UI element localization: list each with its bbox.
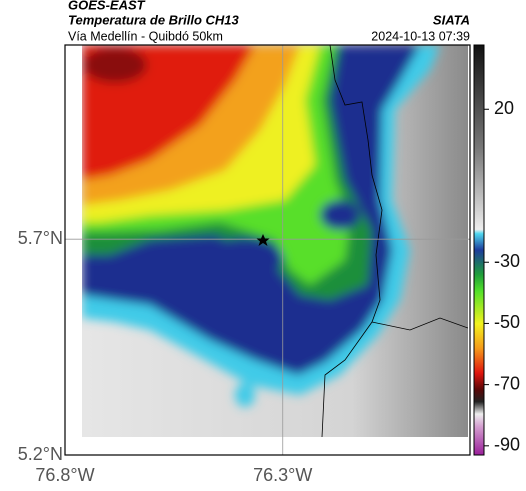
timestamp: 2024-10-13 07:39 — [371, 29, 470, 43]
x-tick-label: 76.8°W — [35, 465, 94, 485]
y-tick-label: 5.2°N — [18, 444, 63, 464]
colorbar — [473, 44, 485, 456]
map-frame — [64, 44, 471, 456]
colorbar-tick-label: 20 — [494, 98, 514, 118]
source: SIATA — [433, 12, 470, 27]
y-tick-label: 5.7°N — [18, 228, 63, 248]
colorbar-tick-label: -50 — [494, 312, 520, 332]
colorbar-tick-label: -70 — [494, 373, 520, 393]
x-tick-label: 76.3°W — [253, 465, 312, 485]
location-marker — [256, 234, 270, 246]
route: Vía Medellín - Quibdó 50km — [68, 29, 223, 43]
title: GOES-EAST — [68, 0, 146, 12]
colorbar-tick-label: -30 — [494, 251, 520, 271]
subtitle: Temperatura de Brillo CH13 — [68, 12, 240, 27]
colorbar-tick-label: -90 — [494, 435, 520, 455]
satellite-image — [82, 45, 468, 437]
